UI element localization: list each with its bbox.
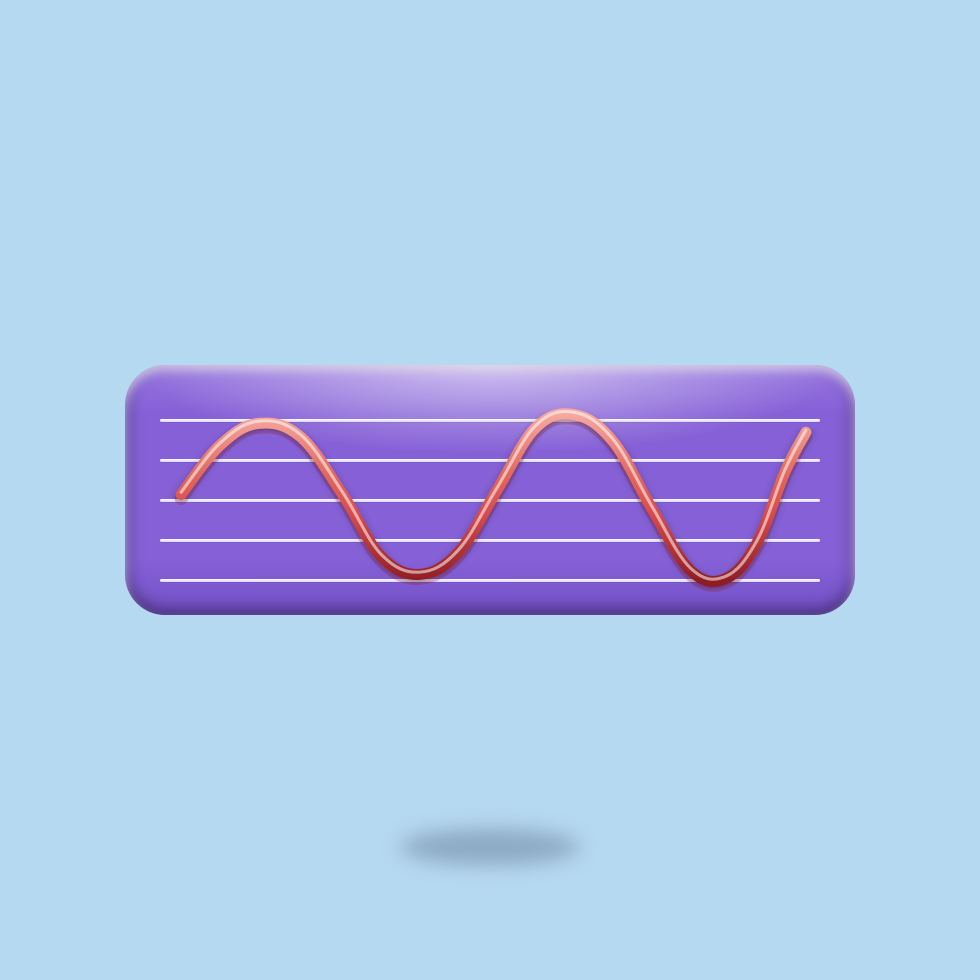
wave-path-highlight [181,411,806,579]
wave-line [139,379,841,601]
canvas [0,0,980,980]
panel-wrap [125,365,855,615]
drop-shadow [400,829,580,865]
wave-path-main [181,414,806,582]
chart-panel [125,365,855,615]
chart-panel-inner [139,379,841,601]
